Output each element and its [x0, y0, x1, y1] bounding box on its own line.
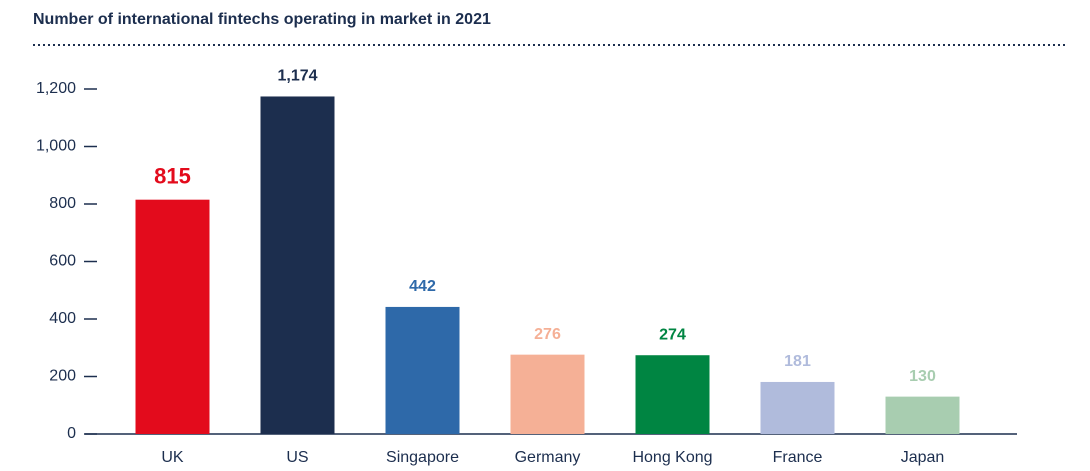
y-tick-label: 800 — [49, 195, 76, 212]
data-label: 181 — [784, 353, 811, 370]
y-tick-label: 1,000 — [36, 138, 76, 155]
data-label: 276 — [534, 326, 561, 343]
x-tick-label: Germany — [515, 449, 581, 466]
y-tick-label: 0 — [67, 425, 76, 442]
y-tick-label: 600 — [49, 253, 76, 270]
bar — [385, 306, 460, 434]
data-label: 274 — [659, 326, 686, 343]
y-tick-label: 200 — [49, 368, 76, 385]
chart-title: Number of international fintechs operati… — [33, 11, 491, 28]
data-label: 130 — [909, 368, 936, 385]
x-tick-label: Singapore — [386, 449, 459, 466]
x-tick-label: UK — [161, 449, 184, 466]
bar — [135, 199, 210, 434]
data-label: 442 — [409, 278, 436, 295]
x-tick-label: Japan — [901, 449, 945, 466]
bar — [260, 96, 335, 434]
y-tick-label: 1,200 — [36, 80, 76, 97]
y-tick-label: 400 — [49, 310, 76, 327]
bar — [760, 381, 835, 434]
x-tick-label: France — [773, 449, 823, 466]
bar — [635, 355, 710, 434]
bar — [885, 396, 960, 434]
data-label: 815 — [154, 164, 191, 189]
x-tick-label: Hong Kong — [632, 449, 712, 466]
data-label: 1,174 — [277, 68, 317, 85]
x-tick-label: US — [286, 449, 308, 466]
bar — [510, 354, 585, 434]
